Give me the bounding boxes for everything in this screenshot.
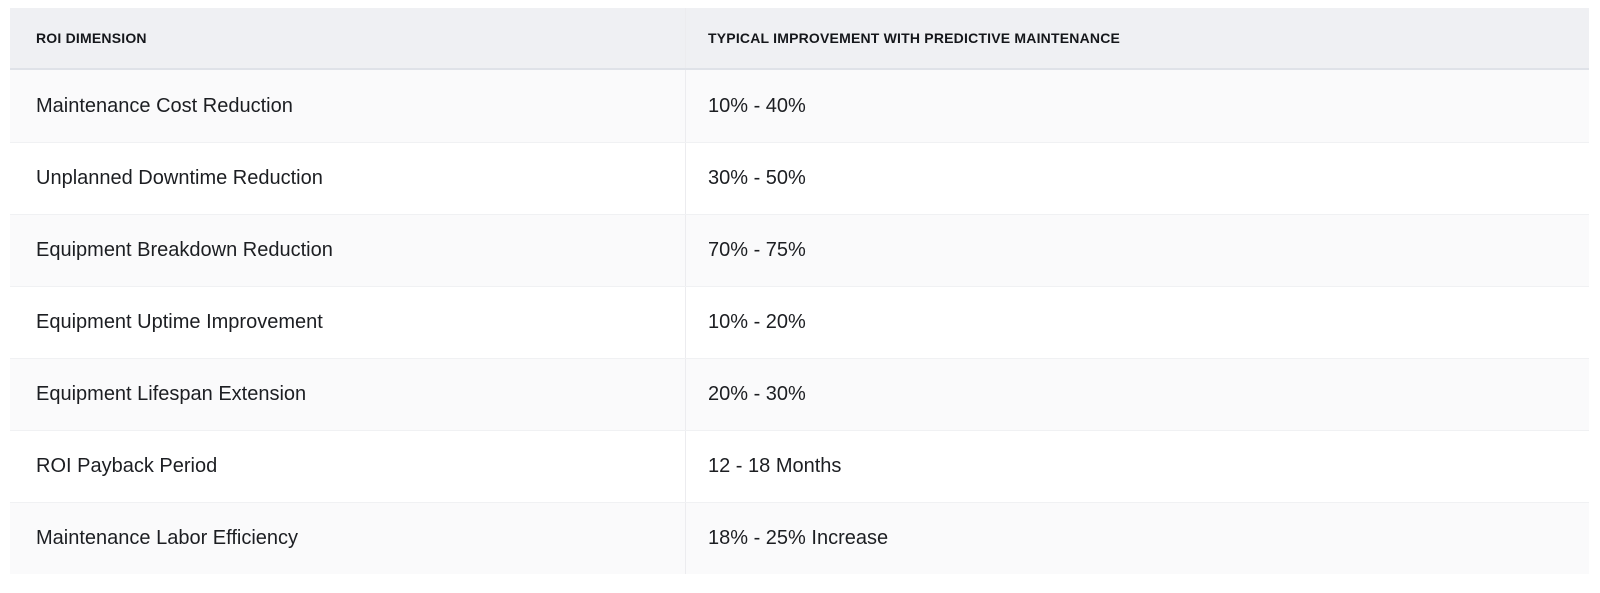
roi-dimension-cell: Equipment Uptime Improvement <box>10 287 686 358</box>
column-header-typical-improvement: TYPICAL IMPROVEMENT WITH PREDICTIVE MAIN… <box>708 30 1121 46</box>
table-row: Equipment Breakdown Reduction 70% - 75% <box>10 214 1589 286</box>
roi-dimension-cell: Maintenance Labor Efficiency <box>10 503 686 574</box>
table-row: Unplanned Downtime Reduction 30% - 50% <box>10 142 1589 214</box>
roi-table: ROI DIMENSION TYPICAL IMPROVEMENT WITH P… <box>10 8 1589 574</box>
table-row: ROI Payback Period 12 - 18 Months <box>10 430 1589 502</box>
improvement-cell: 20% - 30% <box>708 383 806 405</box>
table-header-row: ROI DIMENSION TYPICAL IMPROVEMENT WITH P… <box>10 8 1589 70</box>
improvement-cell: 70% - 75% <box>708 239 806 261</box>
improvement-cell: 10% - 20% <box>708 311 806 333</box>
column-header-roi-dimension: ROI DIMENSION <box>10 8 686 68</box>
improvement-cell: 10% - 40% <box>708 94 806 117</box>
improvement-cell: 12 - 18 Months <box>708 455 842 477</box>
roi-dimension-cell: Equipment Breakdown Reduction <box>10 215 686 286</box>
roi-dimension-cell: Equipment Lifespan Extension <box>10 359 686 430</box>
table-row: Maintenance Cost Reduction 10% - 40% <box>10 70 1589 142</box>
roi-dimension-cell: Maintenance Cost Reduction <box>10 70 686 142</box>
table-body: Maintenance Cost Reduction 10% - 40% Unp… <box>10 70 1589 574</box>
table-row: Equipment Lifespan Extension 20% - 30% <box>10 358 1589 430</box>
improvement-cell: 18% - 25% Increase <box>708 527 889 549</box>
improvement-cell: 30% - 50% <box>708 167 806 189</box>
table-row: Equipment Uptime Improvement 10% - 20% <box>10 286 1589 358</box>
roi-dimension-cell: ROI Payback Period <box>10 431 686 502</box>
roi-dimension-cell: Unplanned Downtime Reduction <box>10 143 686 214</box>
table-row: Maintenance Labor Efficiency 18% - 25% I… <box>10 502 1589 574</box>
